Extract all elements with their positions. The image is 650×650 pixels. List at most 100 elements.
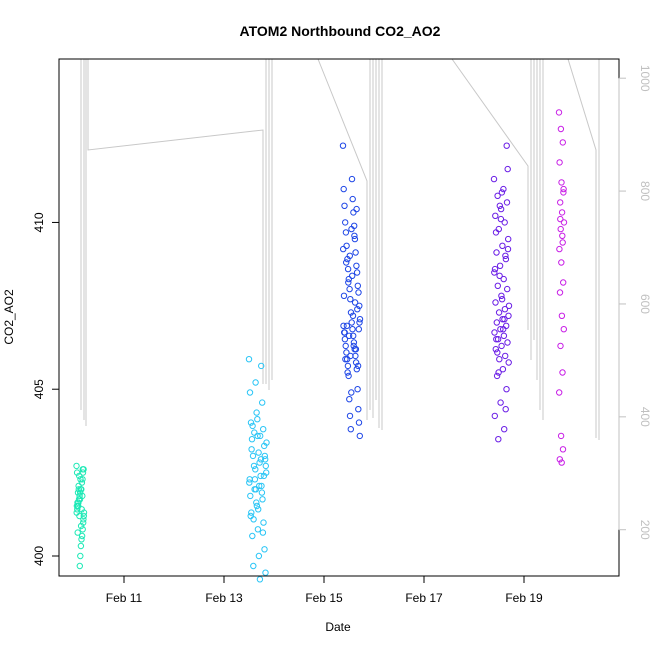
data-point [258,362,265,370]
data-point [353,262,360,269]
data-point [251,429,258,436]
data-point [497,399,504,406]
data-point [353,205,360,213]
data-point [246,479,253,486]
data-point [249,532,256,540]
data-point [504,285,511,293]
data-point [254,526,262,533]
data-point [251,486,258,493]
x-tick-label: Feb 17 [405,591,443,605]
data-point [260,472,268,480]
data-point [255,552,263,560]
data-point [259,399,266,406]
data-point [344,362,352,370]
data-point [490,175,498,183]
data-point [344,265,352,273]
right-tick-label: 200 [638,520,650,540]
data-point [262,569,269,576]
data-point [505,359,512,366]
x-tick-label: Feb 19 [505,591,543,605]
data-point [494,282,501,289]
data-point [495,436,502,443]
data-point [76,496,84,503]
data-point [250,562,257,570]
data-point [557,215,564,223]
data-point [505,235,512,243]
data-point [339,142,347,149]
data-point [254,432,261,440]
data-point [560,326,567,333]
y-tick-label: 410 [32,212,46,232]
data-point [80,519,87,526]
data-point [354,386,361,393]
data-point [493,336,500,343]
data-point [258,482,265,490]
data-point [256,576,264,583]
data-point [492,346,499,353]
data-point [345,275,352,283]
data-point [502,255,510,263]
data-point [350,339,358,346]
data-point [496,262,504,269]
data-point [502,252,509,260]
data-point [79,469,87,476]
data-point [341,202,348,210]
data-point [348,389,355,396]
data-point [343,242,350,250]
profile-line [451,58,544,420]
data-point [76,562,84,570]
data-point [494,349,501,356]
data-point [73,469,81,476]
data-point [559,232,566,240]
x-tick-label: Feb 13 [205,591,243,605]
data-point [556,159,563,166]
data-point [342,342,349,350]
y-tick-label: 400 [32,546,46,566]
data-point [491,412,498,420]
data-point [74,529,81,536]
data-point [559,139,566,146]
data-point [557,225,564,233]
data-point [250,516,257,523]
data-point [351,299,359,306]
data-point [498,296,506,303]
data-point [556,289,564,296]
data-point [79,476,86,483]
data-point [77,476,84,483]
data-point [494,336,502,343]
chart-title: ATOM2 Northbound CO2_AO2 [240,23,441,39]
data-point [560,279,567,286]
data-point [498,189,506,196]
data-point [492,212,499,220]
data-point [492,229,500,236]
profile-lines [80,58,600,440]
data-point [504,165,511,173]
data-point [352,346,360,353]
data-point [345,279,352,286]
right-tick-label: 400 [638,407,650,427]
data-point [341,329,348,336]
data-point [257,432,264,440]
data-point [356,432,363,440]
data-point [354,362,362,370]
data-point [79,466,87,473]
data-point [252,466,259,473]
data-point [253,502,261,510]
data-point [559,446,567,453]
data-point [499,316,506,323]
data-point [340,245,347,253]
data-point [493,249,500,256]
data-point [263,439,270,446]
data-point [491,265,499,273]
data-point [74,506,81,513]
data-point [257,472,264,480]
data-point [349,326,356,333]
y-axis: 400 405 410 [32,212,59,566]
data-point [491,269,498,276]
data-point [77,542,85,550]
data-point [555,109,563,116]
data-point [342,229,350,236]
data-point [492,299,499,306]
data-point [500,326,507,333]
data-point [76,472,83,480]
